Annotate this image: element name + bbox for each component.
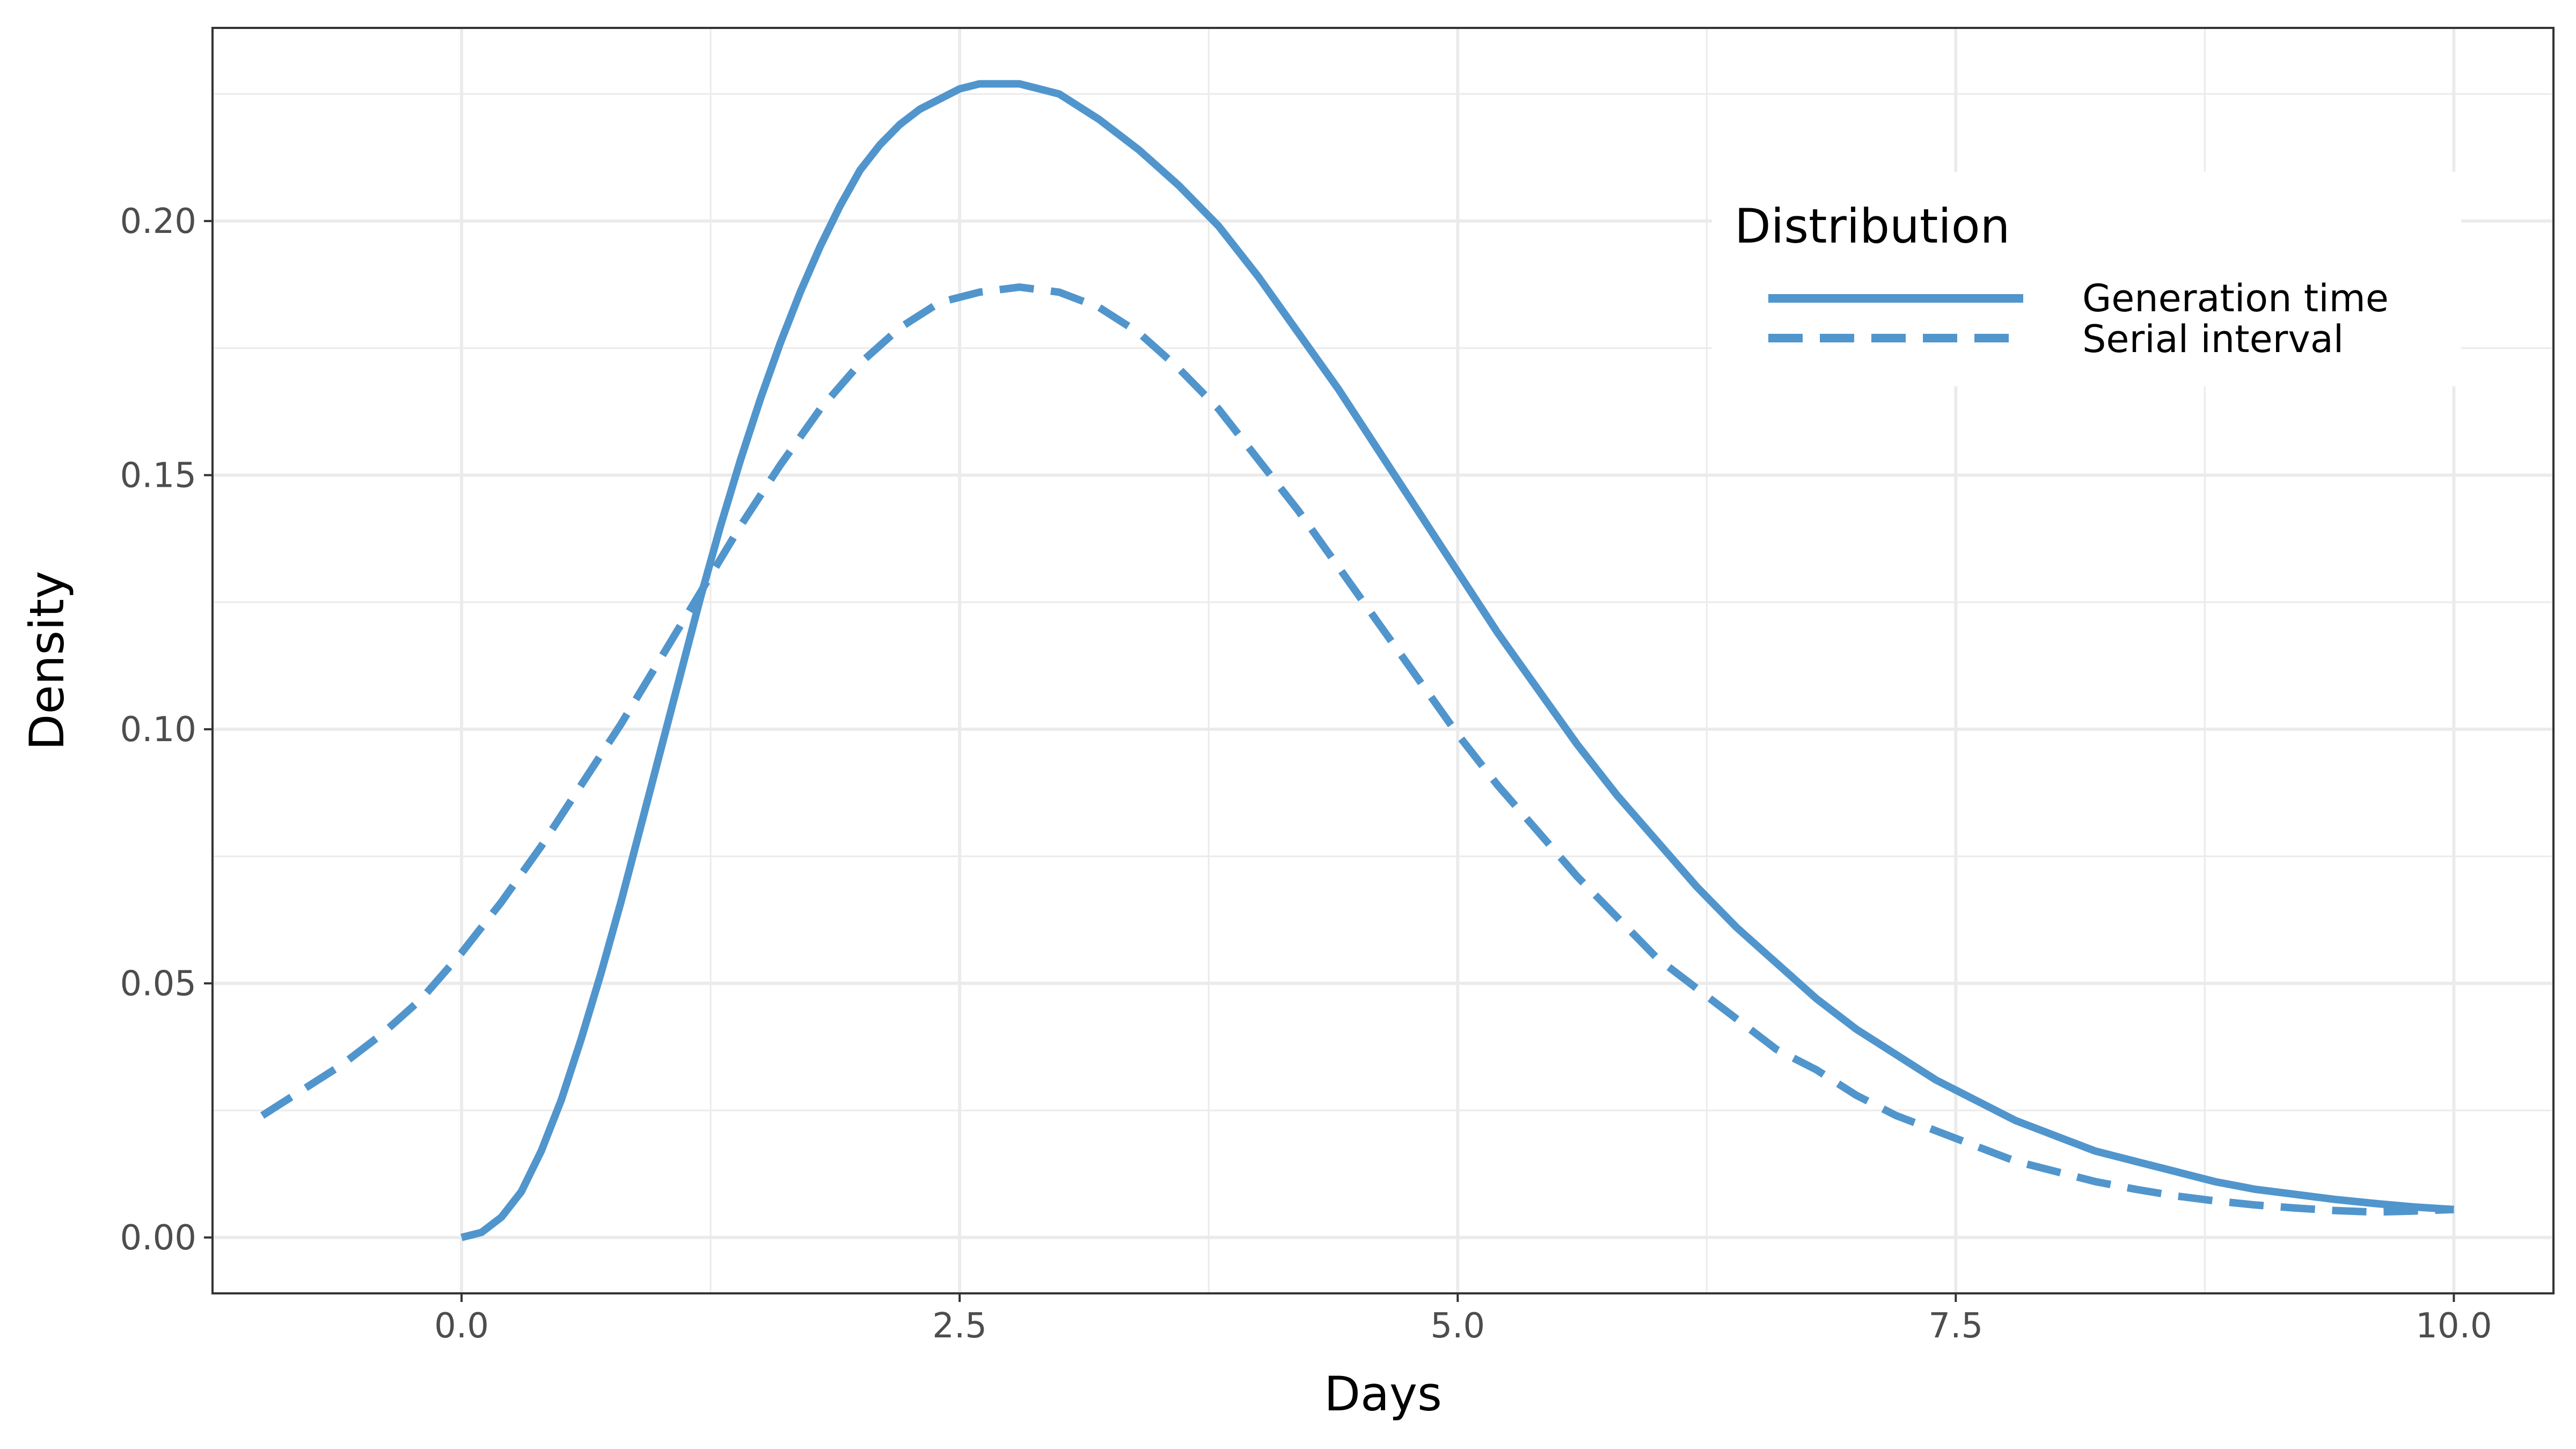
series-layer — [260, 80, 2454, 1241]
y-axis-title: Density — [19, 571, 75, 751]
x-tick-label: 0.0 — [434, 1306, 489, 1346]
x-axis-title: Days — [1324, 1366, 1442, 1422]
y-tick-label: 0.15 — [120, 456, 197, 495]
x-axis-ticks: 0.0 2.5 5.0 7.5 10.0 — [434, 1293, 2492, 1346]
series-line-serial-interval — [260, 283, 2454, 1216]
x-tick-label: 10.0 — [2416, 1306, 2492, 1346]
x-tick-label: 5.0 — [1430, 1306, 1485, 1346]
x-tick-label: 2.5 — [932, 1306, 987, 1346]
y-tick-label: 0.20 — [120, 202, 197, 241]
legend-background — [1712, 172, 2461, 386]
legend-label-generation-time: Generation time — [2082, 276, 2389, 320]
y-tick-label: 0.05 — [120, 964, 197, 1004]
legend-label-serial-interval: Serial interval — [2082, 317, 2344, 361]
series-line-generation-time — [460, 80, 2454, 1241]
y-tick-label: 0.10 — [120, 710, 197, 750]
y-tick-label: 0.00 — [120, 1218, 197, 1258]
legend: Distribution Generation time Serial inte… — [1712, 172, 2461, 386]
x-tick-label: 7.5 — [1928, 1306, 1983, 1346]
legend-title: Distribution — [1735, 199, 2010, 254]
plot-panel-border — [211, 27, 2555, 1294]
grid-minor — [211, 28, 2553, 1293]
y-axis-ticks: 0.00 0.05 0.10 0.15 0.20 — [120, 202, 213, 1258]
